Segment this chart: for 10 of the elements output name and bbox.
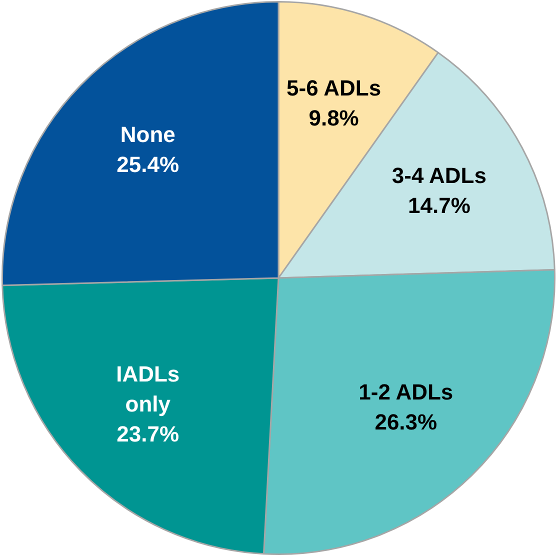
slice-label: 1-2 ADLs xyxy=(358,379,454,404)
data-label: 26.3% xyxy=(374,409,438,434)
data-label: 23.7% xyxy=(116,421,180,446)
slice-label: None xyxy=(120,122,176,147)
slice-label: 3-4 ADLs xyxy=(392,162,486,188)
data-label: 9.8% xyxy=(308,105,359,130)
slice-label: IADLs only xyxy=(116,361,180,416)
data-label: 14.7% xyxy=(408,192,470,218)
slice-label: 5-6 ADLs xyxy=(286,75,382,100)
data-label: 25.4% xyxy=(116,152,180,177)
